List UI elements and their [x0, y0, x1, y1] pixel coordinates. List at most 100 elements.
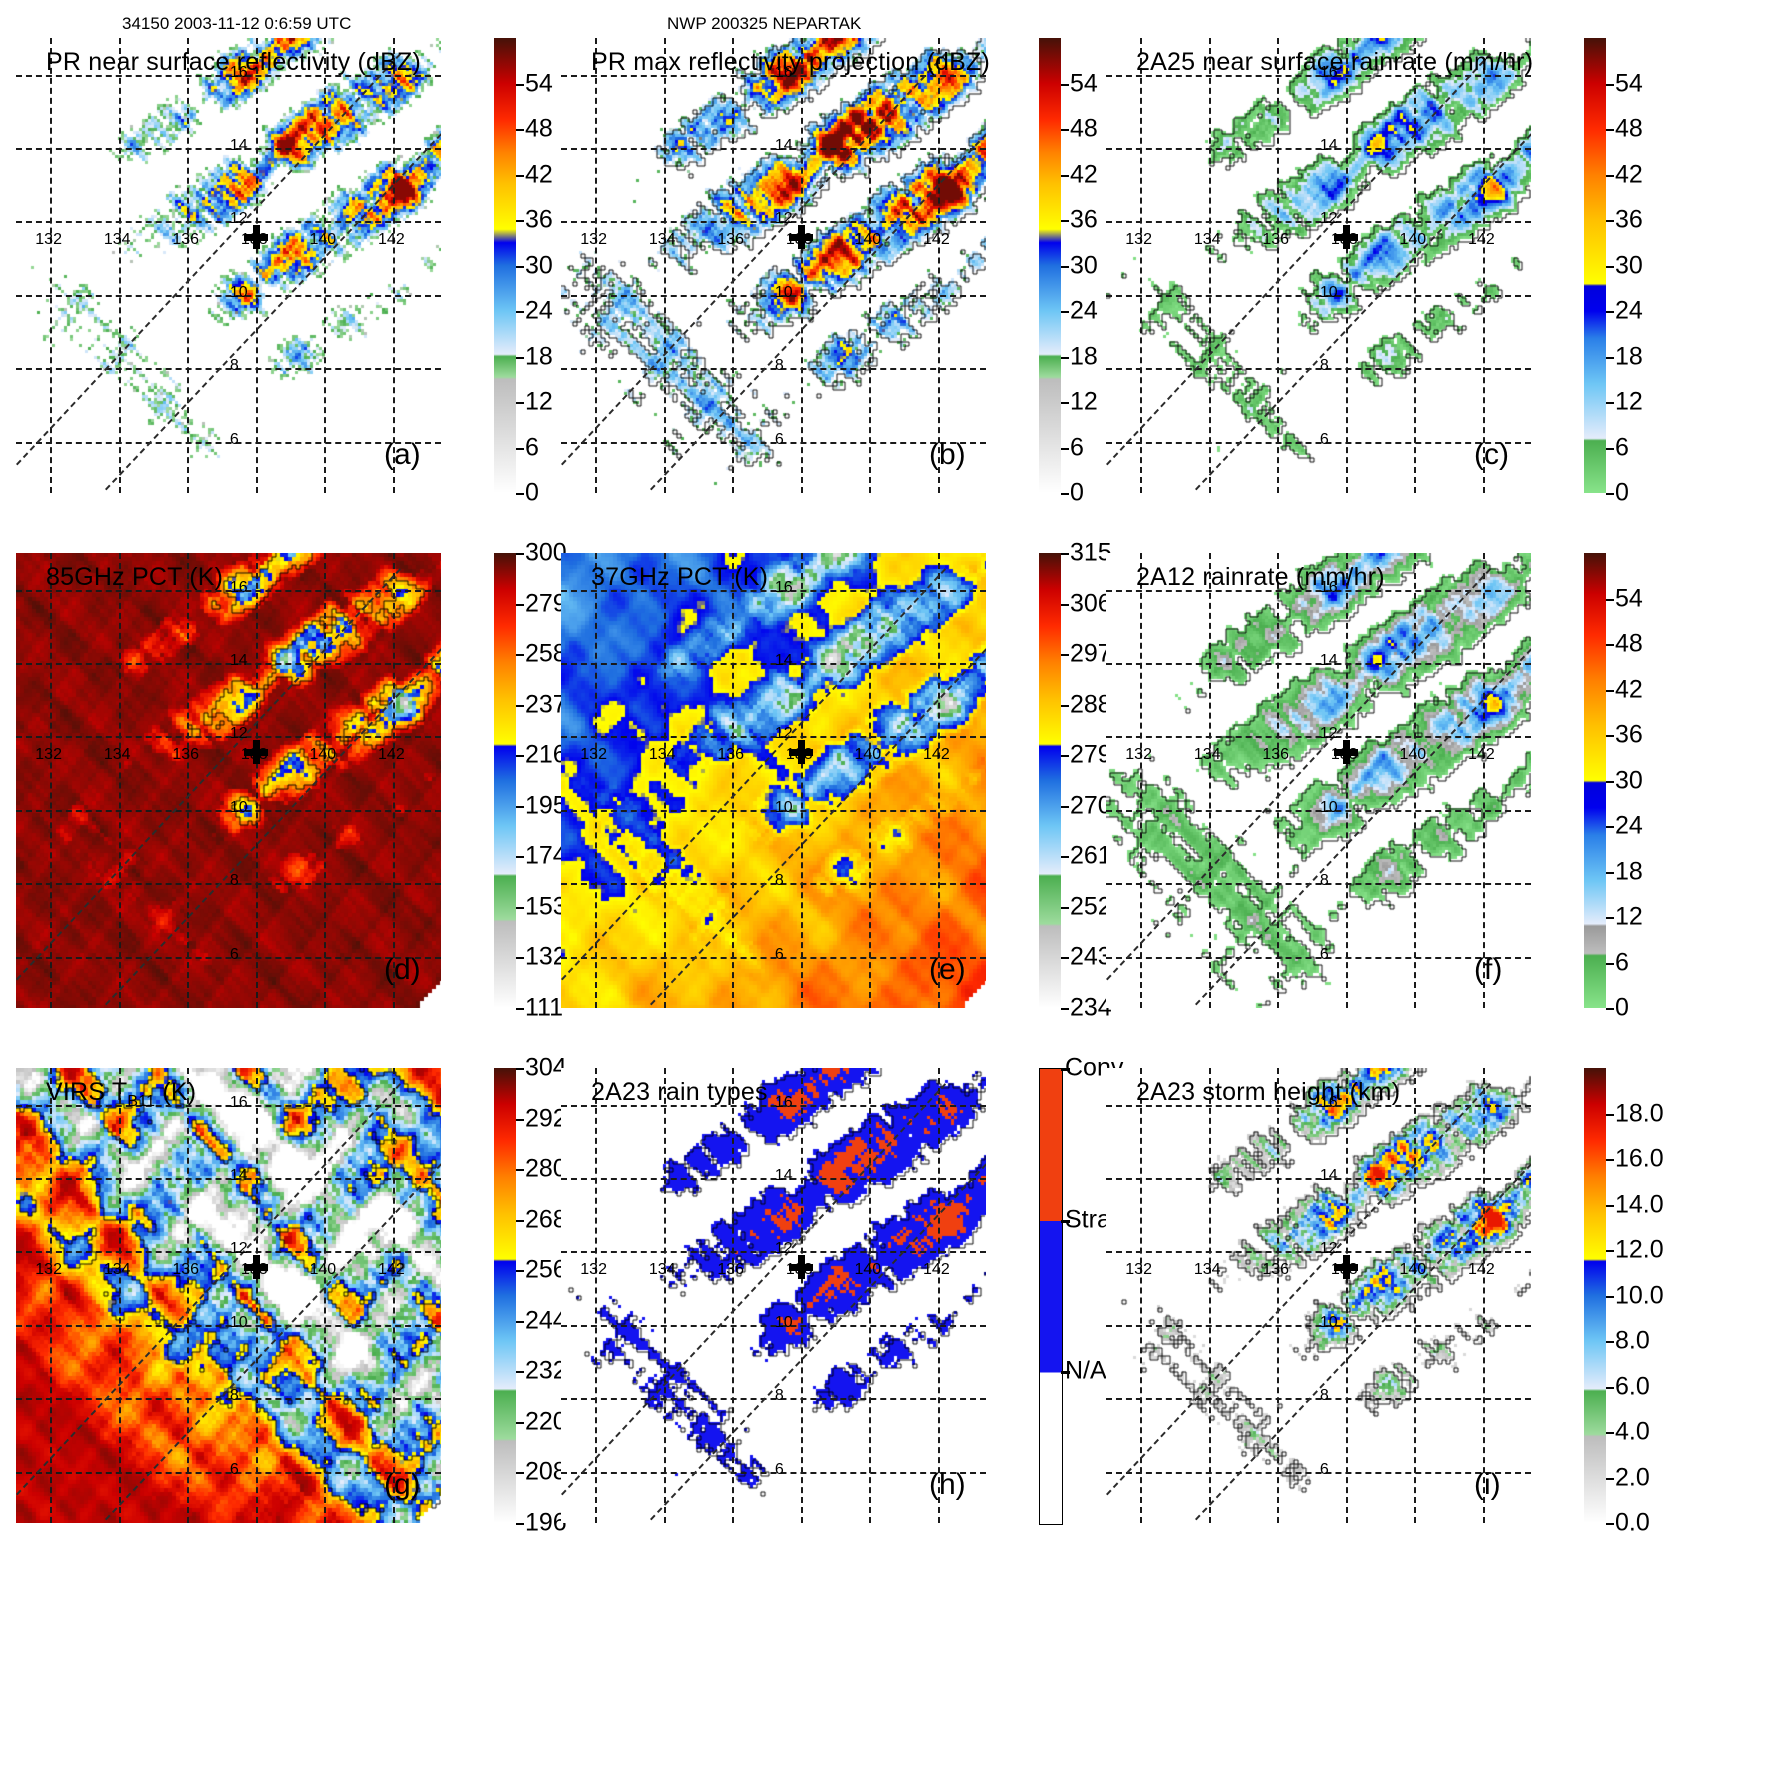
lon-tick-140: 140 — [854, 231, 882, 249]
gridline-lon-132 — [50, 553, 53, 1008]
lon-tick-132: 132 — [580, 231, 607, 249]
lat-tick-6: 6 — [774, 945, 784, 963]
colorbar-tick-c-6 — [1606, 220, 1614, 222]
panel-b: 132 134 136 138 140 142 16 14 12 10 8 6 PR max refle… — [561, 30, 1106, 545]
lon-tick-142: 142 — [378, 231, 405, 249]
colorbar-tick-c-9 — [1606, 83, 1614, 86]
plot-area-i[interactable]: 132 134 136 138 140 142 16 14 12 10 8 6 — [1106, 1068, 1531, 1523]
gridline-lon-138 — [1345, 38, 1348, 493]
gridline-lon-134 — [118, 553, 121, 1008]
colorbar-label-g-7: 220 — [525, 1407, 567, 1436]
lat-tick-8: 8 — [1319, 357, 1329, 375]
colorbar-tick-d-7 — [516, 906, 524, 909]
gridline-lon-134 — [663, 38, 666, 493]
storm-center-marker — [1333, 740, 1358, 765]
gridline-lon-134 — [663, 553, 666, 1008]
plot-area-d[interactable]: 132 134 136 138 140 142 16 14 12 10 8 6 — [16, 553, 441, 1008]
colorbar-a: 0 6 12 18 24 30 36 42 48 54 — [494, 38, 553, 507]
gridline-lon-138 — [800, 553, 803, 1008]
colorbar-tick-a-5 — [516, 265, 524, 268]
lat-tick-10: 10 — [229, 798, 248, 816]
gridline-lon-132 — [1140, 553, 1143, 1008]
colorbar-tick-g-6 — [516, 1371, 524, 1374]
storm-center-marker — [243, 1255, 268, 1280]
panel-label-i: (i) — [1474, 1468, 1501, 1501]
gridline-lon-132 — [595, 553, 598, 1008]
gridline-lon-140 — [324, 38, 327, 493]
colorbar-tick-b-5 — [1061, 265, 1069, 268]
colorbar-label-i-0: 0.0 — [1615, 1508, 1650, 1537]
plot-area-c[interactable]: 132 134 136 138 140 142 16 14 12 10 8 6 — [1106, 38, 1531, 493]
lon-tick-142: 142 — [378, 1261, 405, 1279]
lat-tick-8: 8 — [774, 1387, 784, 1405]
colorbar-tick-a-8 — [516, 129, 524, 131]
colorbar-label-g-3: 268 — [525, 1205, 567, 1234]
colorbar-label-g-1: 292 — [525, 1104, 567, 1133]
colorbar-tick-h-0 — [1061, 1371, 1070, 1375]
gridline-lon-136 — [732, 38, 735, 493]
gridline-lon-134 — [118, 38, 121, 493]
lon-tick-142: 142 — [378, 746, 405, 764]
gridline-lon-142 — [938, 38, 941, 493]
plot-area-a[interactable]: 132 134 136 138 140 142 16 14 12 10 8 6 — [16, 38, 441, 493]
colorbar-tick-c-3 — [1606, 356, 1614, 359]
lat-tick-16: 16 — [229, 1093, 248, 1111]
lat-tick-14: 14 — [229, 1167, 248, 1185]
lat-tick-10: 10 — [1319, 283, 1338, 301]
colorbar-tick-i-7 — [1606, 1204, 1614, 1207]
colorbar-label-c-4: 24 — [1615, 296, 1643, 325]
colorbar-label-f-6: 36 — [1615, 720, 1643, 749]
colorbar-tick-b-7 — [1061, 174, 1069, 177]
lat-tick-10: 10 — [774, 1313, 793, 1331]
colorbar-tick-i-1 — [1606, 1477, 1614, 1480]
colorbar-label-d-5: 195 — [525, 791, 567, 820]
panel-title-f: 2A12 rainrate (mm/hr) — [1136, 563, 1385, 591]
plot-area-h[interactable]: 132 134 136 138 140 142 16 14 12 10 8 6 — [561, 1068, 986, 1523]
colorbar-label-b-6: 36 — [1070, 205, 1098, 234]
colorbar-tick-c-7 — [1606, 174, 1614, 177]
colorbar-tick-a-0 — [516, 493, 524, 495]
lat-tick-16: 16 — [1319, 1093, 1338, 1111]
gridline-lon-142 — [393, 553, 396, 1008]
gridline-lon-134 — [663, 1068, 666, 1523]
gridline-lat-14 — [16, 663, 441, 666]
colorbar-label-i-4: 8.0 — [1615, 1326, 1650, 1355]
colorbar-tick-f-1 — [1606, 962, 1614, 965]
gridline-lat-12 — [1106, 1251, 1531, 1254]
colorbar-tick-a-2 — [516, 402, 524, 404]
lon-tick-134: 134 — [648, 231, 676, 249]
colorbar-label-g-0: 304 — [525, 1053, 567, 1082]
colorbar-tick-d-2 — [516, 654, 524, 657]
lat-tick-6: 6 — [229, 945, 239, 963]
colorbar-tick-i-5 — [1606, 1295, 1614, 1298]
gridline-lat-8 — [1106, 1398, 1531, 1401]
colorbar-label-f-8: 48 — [1615, 629, 1643, 658]
gridline-lon-142 — [393, 38, 396, 493]
plot-area-e[interactable]: 132 134 136 138 140 142 16 14 12 10 8 6 — [561, 553, 986, 1008]
colorbar-tick-b-3 — [1061, 356, 1069, 359]
panel-label-a: (a) — [384, 438, 421, 471]
gridline-lon-138 — [255, 553, 258, 1008]
gridline-lon-140 — [869, 38, 872, 493]
gridline-lat-16 — [561, 1104, 986, 1107]
colorbar-gradient-g — [494, 1068, 516, 1523]
colorbar-label-b-0: 0 — [1070, 478, 1084, 507]
gridline-lat-12 — [1106, 221, 1531, 224]
gridline-lon-136 — [1277, 38, 1280, 493]
plot-area-g[interactable]: 132 134 136 138 140 142 16 14 12 10 8 6 — [16, 1068, 441, 1523]
lat-tick-12: 12 — [1319, 725, 1338, 743]
panel-label-e: (e) — [929, 953, 966, 986]
colorbar-label-e-6: 261 — [1070, 841, 1112, 870]
colorbar-label-c-9: 54 — [1615, 69, 1643, 97]
panel-title-c: 2A25 near surface rainrate (mm/hr) — [1136, 48, 1534, 76]
gridline-lon-142 — [938, 553, 941, 1008]
lon-tick-140: 140 — [854, 1261, 882, 1279]
lon-tick-140: 140 — [1399, 231, 1427, 249]
colorbar-tick-g-8 — [516, 1472, 524, 1475]
plot-area-f[interactable]: 132 134 136 138 140 142 16 14 12 10 8 6 — [1106, 553, 1531, 1008]
plot-area-b[interactable]: 132 134 136 138 140 142 16 14 12 10 8 6 — [561, 38, 986, 493]
lat-tick-14: 14 — [1319, 137, 1338, 155]
colorbar-tick-b-6 — [1061, 220, 1069, 222]
header-storm-id: NWP 200325 NEPARTAK — [667, 14, 862, 33]
colorbar-label-b-4: 24 — [1070, 296, 1098, 325]
